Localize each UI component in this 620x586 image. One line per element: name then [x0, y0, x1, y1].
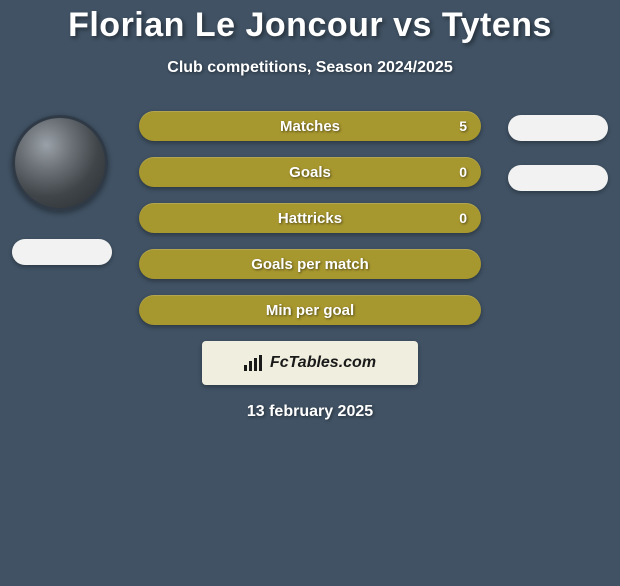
- comparison-date: 13 february 2025: [0, 403, 620, 421]
- stat-bar-label: Hattricks: [278, 210, 342, 227]
- stat-bar-label: Matches: [280, 118, 340, 135]
- stat-bar-label: Goals: [289, 164, 331, 181]
- bars-icon: [244, 355, 264, 371]
- stat-bar-label: Min per goal: [266, 302, 354, 319]
- player-right-chip-1: [508, 115, 608, 141]
- stat-bar-hattricks: Hattricks 0: [139, 203, 481, 233]
- source-logo: FcTables.com: [244, 354, 376, 372]
- player-right: [508, 115, 608, 191]
- stat-bar-goals: Goals 0: [139, 157, 481, 187]
- stat-bar-value-right: 5: [459, 118, 467, 134]
- source-logo-box[interactable]: FcTables.com: [202, 341, 418, 385]
- stat-bar-label: Goals per match: [251, 256, 369, 273]
- player-left-avatar: [12, 115, 108, 211]
- stat-bar-value-right: 0: [459, 210, 467, 226]
- stat-bar-goals-per-match: Goals per match: [139, 249, 481, 279]
- player-right-chip-2: [508, 165, 608, 191]
- stat-bar-min-per-goal: Min per goal: [139, 295, 481, 325]
- comparison-title: Florian Le Joncour vs Tytens: [0, 6, 620, 45]
- player-left: [12, 115, 112, 265]
- stat-bars: Matches 5 Goals 0 Hattricks 0 Goals per …: [139, 111, 481, 325]
- player-left-chip: [12, 239, 112, 265]
- stat-bar-value-right: 0: [459, 164, 467, 180]
- stat-bar-matches: Matches 5: [139, 111, 481, 141]
- source-logo-text: FcTables.com: [270, 354, 376, 372]
- comparison-arena: Matches 5 Goals 0 Hattricks 0 Goals per …: [0, 111, 620, 325]
- comparison-subtitle: Club competitions, Season 2024/2025: [0, 59, 620, 77]
